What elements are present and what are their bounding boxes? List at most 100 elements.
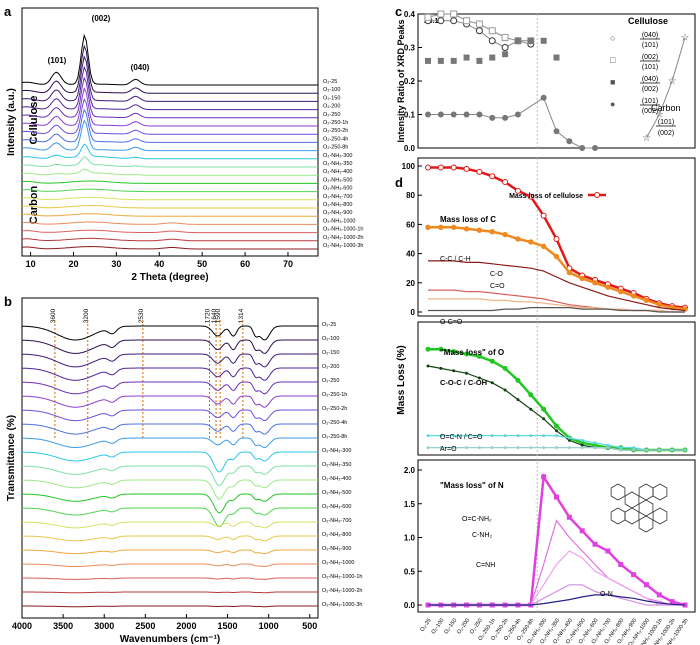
panel-c-legend-den: (002) (642, 86, 658, 93)
panel-a-series-line (21, 180, 318, 184)
panel-c-legend-marker: ■ (610, 77, 615, 87)
panel-b-series-line (22, 339, 318, 354)
panel-a-cellulose-label: Cellulose (28, 96, 40, 145)
panel-b-series-label: O₂-NH₃-700 (322, 518, 351, 524)
panel-d-legend-label: Mass loss of cellulose (509, 193, 583, 200)
panel-a-series-line (21, 143, 318, 160)
panel-d-point (477, 446, 481, 450)
panel-d-point (593, 446, 597, 450)
panel-c-point (514, 37, 521, 44)
panel-d-point (644, 448, 648, 452)
panel-d-point (567, 436, 571, 440)
panel-c-ytick-label: 0.2 (404, 77, 416, 86)
panel-d-point (579, 528, 585, 534)
panel-d-point (465, 371, 469, 375)
panel-c-legend-den: (101) (642, 64, 658, 71)
panel-d-point (542, 446, 546, 450)
panel-b-ylabel: Transmittance (%) (6, 415, 17, 501)
panel-b-series-label: O₂-NH₃-1000-3h (322, 602, 362, 608)
panel-b-series-line (22, 493, 318, 514)
panel-d-ytick-label: 2.0 (404, 466, 416, 475)
panel-a-series-line (21, 65, 318, 111)
panel-b-series-label: O₂-150 (322, 350, 339, 356)
panel-a-xtick-label: 50 (197, 259, 207, 269)
panel-d-point (528, 392, 534, 398)
panel-a-series-label: O₂-NH₃-800 (323, 202, 352, 208)
panel-d-point (542, 417, 546, 421)
panel-d-point (541, 406, 547, 412)
panel-d-point (439, 366, 443, 370)
molecule-ring (610, 483, 626, 501)
panel-d-series-line (428, 260, 686, 312)
panel-d-point (503, 446, 507, 450)
panel-c-point (475, 20, 483, 28)
panel-a-peak-label: (040) (131, 63, 150, 72)
panel-d-point (476, 353, 482, 359)
panel-d-point (438, 346, 444, 352)
panel-d-subframe (417, 157, 696, 317)
panel-a-xlabel: 2 Theta (degree) (131, 272, 208, 283)
panel-d-point (527, 193, 534, 200)
panel-b-series-line (22, 367, 318, 381)
panel-d-point (515, 377, 521, 383)
panel-b-band-label: 3600 (50, 308, 57, 323)
panel-d-point (580, 446, 584, 450)
panel-a-series-label: O₂-NH₃-500 (323, 177, 352, 183)
panel-c-legend-marker: ● (610, 99, 615, 109)
panel-c-point (592, 145, 599, 151)
panel-d-point (426, 364, 430, 368)
panel-c-point (540, 94, 547, 101)
panel-d-point (451, 224, 457, 231)
panel-c-point (540, 37, 547, 44)
panel-d-point (516, 434, 520, 438)
panel-b-series-label: O₂-250-4h (322, 420, 347, 426)
panel-d-point (619, 446, 623, 450)
panel-d-point (463, 165, 470, 172)
panel-d-ytick-label: 20 (406, 279, 415, 288)
panel-d-letter: d (395, 175, 403, 190)
panel-d-point (452, 369, 456, 373)
panel-c-legend-num: (040) (642, 32, 658, 39)
panel-d-point (425, 346, 431, 352)
panel-b-series-label: O₂-NH₃-350 (322, 462, 351, 468)
panel-d-point (425, 224, 431, 231)
panel-d-point (580, 438, 584, 442)
panel-d-label: "Mass loss" of N (440, 481, 504, 490)
panel-d-point (476, 227, 483, 233)
panel-c-point (489, 54, 496, 61)
panel-d-ytick-label: 1.5 (404, 500, 416, 509)
molecule-ring (624, 491, 640, 509)
panel-d-point (566, 514, 572, 520)
panel-d-point (515, 236, 521, 242)
panel-d-label: O=C-N / C=O (440, 434, 483, 441)
panel-d-point (477, 376, 481, 380)
panel-c-point (579, 145, 586, 151)
panel-d-point (465, 434, 469, 438)
panel-d-ytick-label: 40 (406, 250, 415, 259)
panel-b-series-label: O₂-250 (322, 378, 339, 384)
panel-c-point (502, 114, 509, 121)
panel-c-legend-marker: ○ (610, 33, 615, 43)
panel-d-label: C-NH₂ (472, 532, 492, 539)
panel-d-legend-marker (594, 192, 600, 198)
panel-b-series-line (21, 395, 318, 408)
panel-a-xtick-label: 20 (68, 259, 78, 269)
panel-c-point: ☆ (668, 76, 677, 87)
panel-d-point (555, 429, 558, 433)
panel-b-series-label: O₂-250-8h (322, 434, 347, 440)
panel-d-point (452, 434, 456, 438)
panel-d-point (503, 388, 507, 392)
panel-d-label: O=C-NH₂ (462, 516, 492, 523)
panel-b-series-line (22, 521, 318, 529)
panel-d-point (670, 448, 674, 452)
panel-a-series-line (21, 221, 318, 225)
panel-c-point (425, 111, 431, 118)
panel-b-series-label: O₂-NH₃-1000-2h (322, 588, 362, 594)
panel-d-point (619, 448, 623, 452)
panel-d-point (438, 224, 444, 231)
panel-c-point (501, 33, 509, 41)
panel-b-series-label: O₂-NH₃-800 (322, 532, 351, 538)
panel-a-series-line (21, 97, 318, 135)
panel-a-xtick-label: 10 (26, 259, 36, 269)
panel-d-point (490, 434, 494, 438)
